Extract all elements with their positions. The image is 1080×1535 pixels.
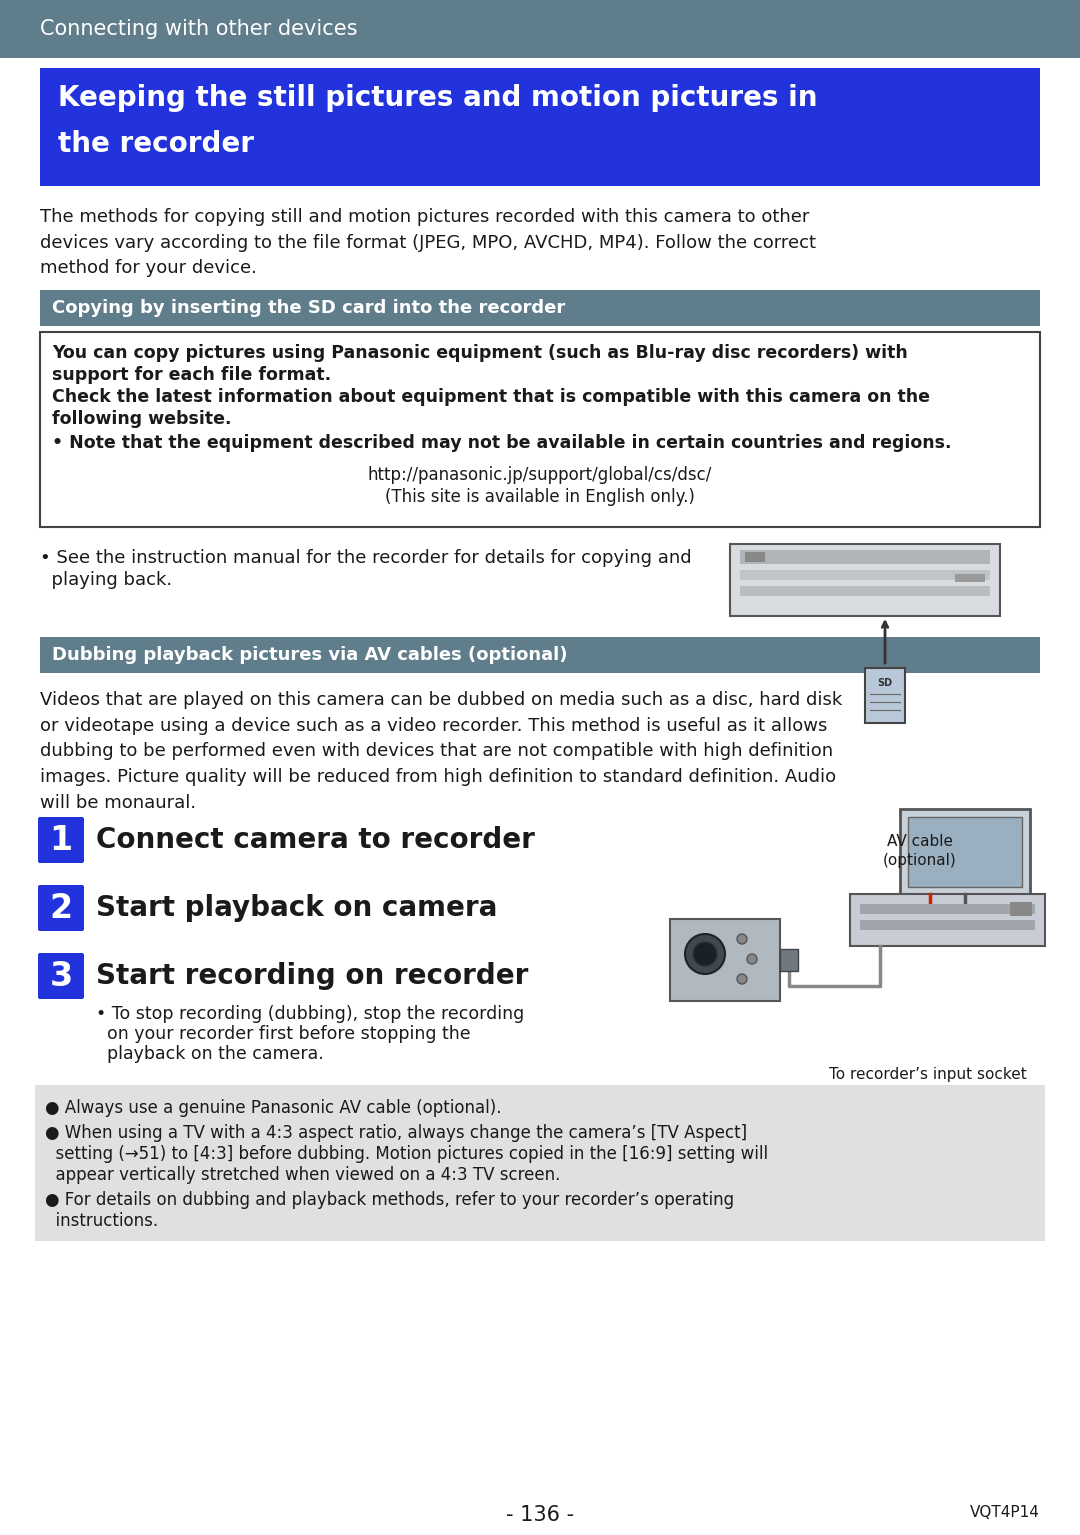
Circle shape <box>693 942 717 966</box>
Bar <box>40 637 1040 672</box>
Bar <box>740 586 990 596</box>
Text: appear vertically stretched when viewed on a 4:3 TV screen.: appear vertically stretched when viewed … <box>45 1167 561 1183</box>
Text: ● When using a TV with a 4:3 aspect ratio, always change the camera’s [TV Aspect: ● When using a TV with a 4:3 aspect rati… <box>45 1124 747 1142</box>
Text: - 136 -: - 136 - <box>505 1504 575 1524</box>
Text: Videos that are played on this camera can be dubbed on media such as a disc, har: Videos that are played on this camera ca… <box>40 691 842 812</box>
Text: setting (→51) to [4:3] before dubbing. Motion pictures copied in the [16:9] sett: setting (→51) to [4:3] before dubbing. M… <box>45 1145 768 1164</box>
Bar <box>40 332 1040 527</box>
FancyBboxPatch shape <box>38 817 84 863</box>
Bar <box>670 919 780 1001</box>
Text: To recorder’s input socket: To recorder’s input socket <box>828 1067 1026 1082</box>
Text: Dubbing playback pictures via AV cables (optional): Dubbing playback pictures via AV cables … <box>52 646 567 665</box>
Text: playing back.: playing back. <box>40 571 172 589</box>
Text: 2: 2 <box>50 892 72 924</box>
Text: support for each file format.: support for each file format. <box>52 365 332 384</box>
Bar <box>745 553 765 562</box>
Bar <box>900 809 1030 909</box>
Text: ● For details on dubbing and playback methods, refer to your recorder’s operatin: ● For details on dubbing and playback me… <box>45 1191 734 1210</box>
Bar <box>40 290 1040 325</box>
Circle shape <box>685 933 725 975</box>
Text: Check the latest information about equipment that is compatible with this camera: Check the latest information about equip… <box>52 388 930 405</box>
Text: http://panasonic.jp/support/global/cs/dsc/: http://panasonic.jp/support/global/cs/ds… <box>368 467 712 484</box>
Text: Keeping the still pictures and motion pictures in: Keeping the still pictures and motion pi… <box>58 84 818 112</box>
Text: 1: 1 <box>50 823 72 857</box>
Circle shape <box>747 953 757 964</box>
Bar <box>850 893 1045 946</box>
Text: SD: SD <box>877 678 892 688</box>
Text: playback on the camera.: playback on the camera. <box>96 1045 324 1064</box>
Bar <box>860 904 1035 913</box>
Text: • See the instruction manual for the recorder for details for copying and: • See the instruction manual for the rec… <box>40 550 691 566</box>
Bar <box>35 1085 1045 1240</box>
Bar <box>955 574 985 582</box>
Bar <box>740 569 990 580</box>
Bar <box>1010 903 1032 916</box>
Text: • Note that the equipment described may not be available in certain countries an: • Note that the equipment described may … <box>52 434 951 451</box>
Text: Connect camera to recorder: Connect camera to recorder <box>96 826 535 853</box>
Text: Connecting with other devices: Connecting with other devices <box>40 18 357 38</box>
Text: instructions.: instructions. <box>45 1213 158 1230</box>
Circle shape <box>737 933 747 944</box>
Bar <box>780 949 798 972</box>
Text: the recorder: the recorder <box>58 130 254 158</box>
Bar <box>908 817 1022 887</box>
Text: Start playback on camera: Start playback on camera <box>96 893 498 923</box>
Bar <box>740 550 990 563</box>
Text: VQT4P14: VQT4P14 <box>970 1504 1040 1520</box>
Text: 3: 3 <box>50 959 72 993</box>
Text: following website.: following website. <box>52 410 231 428</box>
Bar <box>860 919 1035 930</box>
Text: Copying by inserting the SD card into the recorder: Copying by inserting the SD card into th… <box>52 299 565 318</box>
Circle shape <box>737 975 747 984</box>
FancyBboxPatch shape <box>38 886 84 932</box>
Text: The methods for copying still and motion pictures recorded with this camera to o: The methods for copying still and motion… <box>40 209 816 278</box>
Text: on your recorder first before stopping the: on your recorder first before stopping t… <box>96 1025 471 1042</box>
Text: (This site is available in English only.): (This site is available in English only.… <box>386 488 694 507</box>
Bar <box>0 0 1080 58</box>
Text: ● Always use a genuine Panasonic AV cable (optional).: ● Always use a genuine Panasonic AV cabl… <box>45 1099 501 1117</box>
Bar <box>40 68 1040 186</box>
Text: You can copy pictures using Panasonic equipment (such as Blu-ray disc recorders): You can copy pictures using Panasonic eq… <box>52 344 908 362</box>
Text: • To stop recording (dubbing), stop the recording: • To stop recording (dubbing), stop the … <box>96 1005 524 1022</box>
Text: AV cable
(optional): AV cable (optional) <box>883 834 957 867</box>
Bar <box>730 543 1000 616</box>
FancyBboxPatch shape <box>38 953 84 999</box>
Text: Start recording on recorder: Start recording on recorder <box>96 962 528 990</box>
Bar <box>865 668 905 723</box>
